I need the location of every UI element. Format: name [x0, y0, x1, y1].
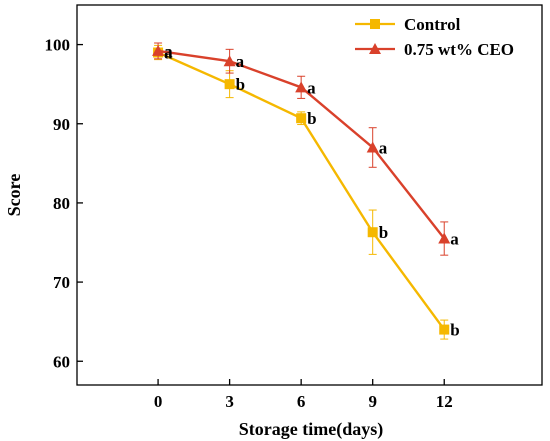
series-1: a a a a a: [152, 42, 459, 256]
data-point: [223, 55, 236, 67]
y-tick-label: 70: [53, 273, 70, 292]
significance-label: a: [236, 52, 245, 71]
significance-label: b: [450, 321, 459, 340]
y-tick-label: 60: [53, 352, 70, 371]
y-tick-label: 100: [45, 36, 71, 55]
plot-frame: [76, 4, 543, 386]
legend-label-control: Control: [404, 15, 461, 34]
x-axis-title: Storage time(days): [239, 419, 383, 440]
x-tick-label: 3: [225, 392, 234, 411]
significance-label: b: [307, 109, 316, 128]
significance-label: a: [379, 139, 388, 158]
x-tick-label: 0: [154, 392, 163, 411]
data-point: [439, 324, 450, 335]
significance-label: b: [379, 223, 388, 242]
y-tick-label: 80: [53, 194, 70, 213]
data-point: [224, 79, 235, 90]
data-point: [366, 141, 379, 153]
significance-label: a: [307, 78, 316, 97]
data-point: [367, 227, 378, 238]
significance-label: a: [450, 230, 459, 249]
x-tick-label: 12: [436, 392, 453, 411]
legend-marker-ceo: [369, 43, 381, 54]
data-point: [296, 113, 307, 124]
data-point: [295, 81, 308, 93]
legend: Control 0.75 wt% CEO: [355, 15, 514, 59]
data-point: [152, 44, 165, 56]
legend-label-ceo: 0.75 wt% CEO: [404, 40, 514, 59]
significance-label: a: [164, 42, 173, 61]
axis-ticks: 0 3 6 9 12 60 70 80 90 100: [45, 36, 453, 411]
y-tick-label: 90: [53, 115, 70, 134]
legend-marker-control: [370, 19, 380, 29]
y-axis-title: Score: [4, 174, 24, 217]
significance-label: b: [236, 75, 245, 94]
x-tick-label: 6: [297, 392, 306, 411]
x-tick-label: 9: [368, 392, 377, 411]
data-point: [438, 232, 451, 244]
